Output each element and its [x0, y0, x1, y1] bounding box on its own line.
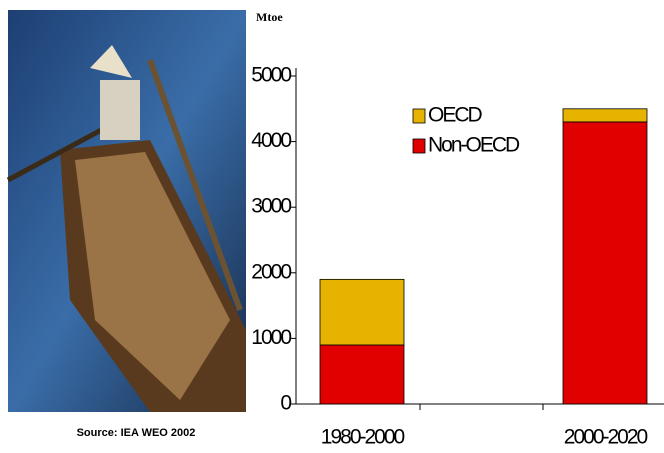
bar-segment [320, 345, 404, 404]
legend-label: OECD [428, 104, 483, 127]
bar-segment [563, 122, 647, 404]
y-tick-label: 5000 [251, 64, 291, 87]
photo [8, 10, 246, 412]
y-tick-label: 1000 [251, 326, 291, 349]
legend-swatch [413, 109, 425, 123]
legend-label: Non-OECD [428, 134, 520, 157]
x-tick-label: 1980-2000 [321, 426, 405, 449]
page: Source: IEA WEO 2002 Mtoe 0 1000 2000 3000 4… [0, 0, 664, 453]
y-tick-label: 4000 [251, 129, 291, 152]
y-tick-label: 3000 [251, 195, 291, 218]
source-note: Source: IEA WEO 2002 [77, 427, 196, 439]
bar-segment [563, 109, 647, 122]
y-axis-unit: Mtoe [256, 10, 283, 24]
bar-segment [320, 279, 404, 345]
x-tick-label: 2000-2020 [564, 426, 648, 449]
y-tick-label: 0 [280, 392, 291, 415]
y-tick-label: 2000 [251, 260, 291, 283]
legend-swatch [413, 139, 425, 153]
chart: 0 1000 2000 3000 4000 5000 1980-2000 2000-2020 O… [251, 64, 664, 449]
